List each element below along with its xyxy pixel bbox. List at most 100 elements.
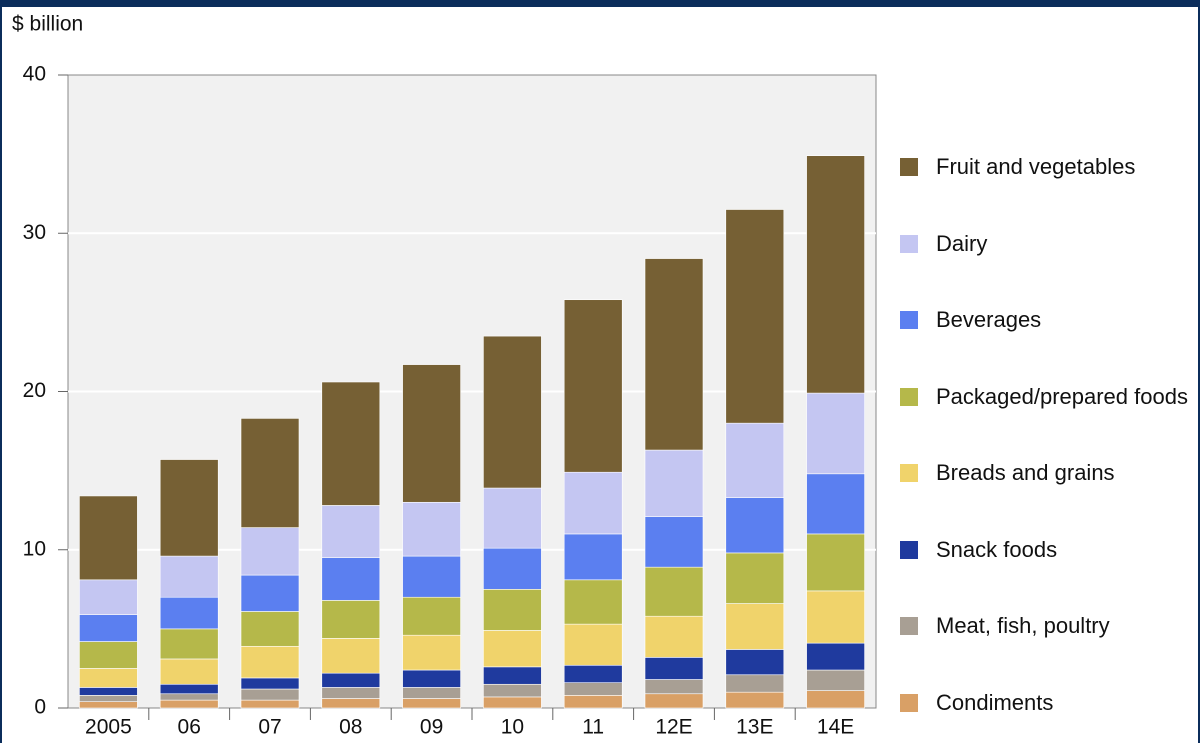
- bar-segment: [79, 668, 138, 688]
- bar-segment: [644, 657, 704, 680]
- legend-swatch: [900, 234, 918, 253]
- legend-item: Breads and grains: [900, 460, 1200, 486]
- bar-segment: [644, 615, 704, 658]
- bar-segment: [79, 614, 138, 642]
- bar-segment: [806, 669, 865, 691]
- bar-segment: [483, 696, 542, 709]
- bar-segment: [725, 552, 785, 604]
- bar-segment: [483, 487, 542, 549]
- x-tick-label: 09: [420, 716, 443, 739]
- bar-segment: [321, 381, 381, 506]
- x-tick-label: 11: [582, 716, 604, 739]
- bar-segment: [806, 392, 865, 475]
- x-tick-label: 2005: [85, 716, 132, 739]
- bar-segment: [644, 679, 704, 695]
- bar-segment: [240, 699, 300, 709]
- bar-segment: [725, 691, 785, 709]
- bar-segment: [563, 533, 623, 581]
- bar-segment: [159, 555, 219, 598]
- bar-segment: [644, 258, 704, 451]
- bar-segment: [159, 693, 219, 701]
- bar-segment: [644, 516, 704, 568]
- bar-segment: [563, 695, 623, 709]
- bar-segment: [563, 471, 623, 535]
- bar-segment: [483, 666, 542, 685]
- x-tick-label: 12E: [655, 716, 692, 739]
- bar-segment: [240, 574, 300, 612]
- bar-segment: [725, 209, 785, 424]
- legend-item: Snack foods: [900, 537, 1200, 563]
- bar-segment: [321, 600, 381, 639]
- bar-segment: [644, 449, 704, 517]
- legend-item: Condiments: [900, 690, 1200, 716]
- bar-segment: [483, 683, 542, 698]
- legend-label: Condiments: [936, 689, 1054, 715]
- bar-segment: [806, 473, 865, 535]
- legend-swatch: [900, 617, 918, 635]
- legend-label: Dairy: [936, 230, 988, 256]
- legend-label: Breads and grains: [936, 460, 1115, 485]
- bar-segment: [159, 596, 219, 630]
- bar-segment: [644, 693, 704, 709]
- x-tick-label: 13E: [736, 716, 773, 739]
- bar-segment: [806, 533, 865, 592]
- bar-segment: [240, 688, 300, 701]
- bar-segment: [240, 645, 300, 679]
- bar-segment: [563, 299, 623, 473]
- y-axis-label: $ billion: [12, 13, 83, 36]
- bar-segment: [806, 642, 865, 671]
- bar-segment: [483, 630, 542, 668]
- bar-segment: [402, 501, 461, 557]
- bar-segment: [402, 364, 461, 503]
- bar-segment: [644, 566, 704, 617]
- legend-label: Beverages: [936, 307, 1042, 332]
- bar-segment: [79, 701, 138, 709]
- x-tick-label: 14E: [817, 716, 854, 739]
- bar-segment: [725, 603, 785, 650]
- bar-segment: [563, 682, 623, 696]
- legend-swatch: [900, 387, 918, 406]
- y-tick-label: 10: [23, 537, 46, 560]
- bar-segment: [563, 623, 623, 666]
- bar-segment: [321, 557, 381, 601]
- bar-segment: [563, 579, 623, 625]
- y-tick-label: 30: [23, 221, 46, 244]
- bar-segment: [159, 628, 219, 660]
- bar-segment: [321, 687, 381, 699]
- legend-label: Fruit and vegetables: [936, 154, 1136, 179]
- bar-segment: [159, 459, 219, 557]
- bar-segment: [402, 634, 461, 671]
- legend-item: Meat, fish, poultry: [900, 613, 1200, 639]
- bar-segment: [240, 611, 300, 647]
- bar-segment: [402, 555, 461, 598]
- bar-segment: [402, 596, 461, 636]
- bar-segment: [402, 687, 461, 699]
- legend-label: Meat, fish, poultry: [936, 613, 1110, 638]
- bar-segment: [725, 649, 785, 676]
- bar-segment: [806, 690, 865, 709]
- bar-segment: [159, 699, 219, 709]
- bar-segment: [483, 547, 542, 590]
- legend-swatch: [900, 540, 918, 559]
- legend-label: Snack foods: [936, 536, 1058, 562]
- bar-segment: [240, 677, 300, 690]
- legend-item: Packaged/prepared foods: [900, 384, 1200, 410]
- legend-label: Packaged/prepared foods: [936, 383, 1188, 409]
- bar-segment: [159, 658, 219, 685]
- bar-segment: [159, 683, 219, 695]
- bar-segment: [483, 589, 542, 631]
- legend-swatch: [900, 311, 918, 329]
- legend-swatch: [900, 693, 918, 712]
- x-tick-label: 10: [501, 716, 524, 739]
- bar-segment: [79, 687, 138, 696]
- bar-segment: [79, 579, 138, 615]
- bar-segment: [321, 698, 381, 709]
- legend-swatch: [900, 158, 918, 176]
- legend-item: Beverages: [900, 307, 1200, 333]
- y-tick-label: 20: [23, 379, 46, 402]
- bar-segment: [79, 495, 138, 581]
- bar-segment: [725, 497, 785, 554]
- x-tick-label: 06: [178, 716, 201, 739]
- bar-segment: [402, 669, 461, 688]
